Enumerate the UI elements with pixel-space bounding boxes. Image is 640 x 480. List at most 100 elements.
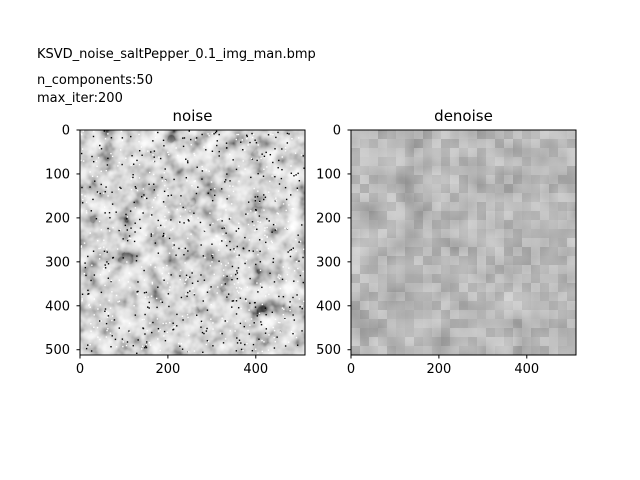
denoise-patch xyxy=(387,175,396,184)
speckle xyxy=(162,235,164,238)
denoise-patch xyxy=(558,166,567,175)
speckle xyxy=(211,199,214,202)
speckle xyxy=(110,279,113,282)
speckle xyxy=(261,303,264,306)
denoise-patch xyxy=(567,157,576,166)
denoise-patch xyxy=(387,202,396,211)
denoise-patch xyxy=(423,238,432,247)
speckle xyxy=(236,272,239,274)
denoise-patch xyxy=(531,130,540,139)
denoise-patch xyxy=(567,193,576,202)
denoise-patch xyxy=(486,193,495,202)
speckle xyxy=(237,267,240,269)
denoise-patch xyxy=(387,256,396,265)
speckle xyxy=(200,274,202,276)
denoise-patch xyxy=(450,166,459,175)
denoise-patch xyxy=(531,310,540,319)
speckle xyxy=(257,172,259,175)
speckle xyxy=(244,298,247,300)
denoise-patch xyxy=(450,175,459,184)
speckle xyxy=(89,306,91,308)
speckle xyxy=(216,219,219,221)
speckle xyxy=(272,261,274,263)
speckle xyxy=(237,227,240,230)
speckle xyxy=(284,318,286,320)
speckle xyxy=(240,288,242,290)
speckle xyxy=(293,270,296,272)
speckle xyxy=(247,144,249,146)
denoise-patch xyxy=(387,157,396,166)
denoise-patch xyxy=(522,130,531,139)
speckle xyxy=(157,338,159,340)
speckle xyxy=(296,187,299,189)
speckle xyxy=(278,183,281,185)
denoise-patch xyxy=(441,139,450,148)
speckle xyxy=(142,327,145,330)
denoise-patch xyxy=(486,202,495,211)
speckle xyxy=(206,291,209,293)
denoise-patch xyxy=(450,346,459,355)
denoise-patch xyxy=(432,184,441,193)
denoise-patch xyxy=(540,157,549,166)
denoise-patch xyxy=(387,211,396,220)
speckle xyxy=(151,214,153,216)
denoise-patch xyxy=(504,274,513,283)
speckle xyxy=(236,342,239,344)
speckle xyxy=(191,272,193,274)
speckle xyxy=(151,206,154,209)
denoise-patch xyxy=(441,157,450,166)
denoise-patch xyxy=(459,130,468,139)
denoise-patch xyxy=(387,319,396,328)
speckle xyxy=(285,280,287,282)
speckle xyxy=(196,166,198,168)
speckle xyxy=(275,199,277,202)
speckle xyxy=(257,291,259,293)
denoise-patch xyxy=(360,274,369,283)
speckle xyxy=(159,328,161,331)
speckle xyxy=(159,349,161,352)
speckle xyxy=(133,240,136,243)
speckle xyxy=(227,293,230,295)
denoise-patch xyxy=(441,256,450,265)
speckle xyxy=(302,281,304,284)
speckle xyxy=(225,179,227,181)
speckle xyxy=(183,222,185,224)
speckle xyxy=(154,242,157,244)
denoise-patch xyxy=(387,220,396,229)
speckle xyxy=(256,315,258,317)
denoise-patch xyxy=(495,310,504,319)
speckle xyxy=(257,190,259,192)
denoise-patch xyxy=(360,346,369,355)
speckle xyxy=(120,130,123,133)
denoise-patch xyxy=(369,130,378,139)
denoise-patch xyxy=(378,292,387,301)
denoise-patch xyxy=(396,220,405,229)
speckle xyxy=(133,163,135,165)
speckle xyxy=(208,170,210,172)
speckle xyxy=(227,262,230,264)
speckle xyxy=(194,139,197,141)
denoise-patch xyxy=(558,148,567,157)
speckle xyxy=(220,188,223,190)
denoise-patch xyxy=(549,265,558,274)
speckle xyxy=(223,227,225,229)
y-tick-label: 300 xyxy=(316,255,341,270)
denoise-patch xyxy=(396,175,405,184)
denoise-patch xyxy=(432,211,441,220)
denoise-patch xyxy=(360,202,369,211)
speckle xyxy=(247,201,250,203)
denoise-patch xyxy=(423,328,432,337)
speckle xyxy=(90,350,93,352)
speckle xyxy=(190,138,192,141)
speckle xyxy=(173,178,175,181)
speckle xyxy=(243,325,246,328)
denoise-patch xyxy=(441,166,450,175)
speckle xyxy=(97,239,99,242)
speckle xyxy=(252,343,255,346)
speckle xyxy=(138,150,141,152)
speckle xyxy=(81,186,83,189)
speckle xyxy=(245,300,248,302)
denoise-patch xyxy=(513,184,522,193)
speckle xyxy=(169,286,171,288)
speckle xyxy=(278,159,280,162)
